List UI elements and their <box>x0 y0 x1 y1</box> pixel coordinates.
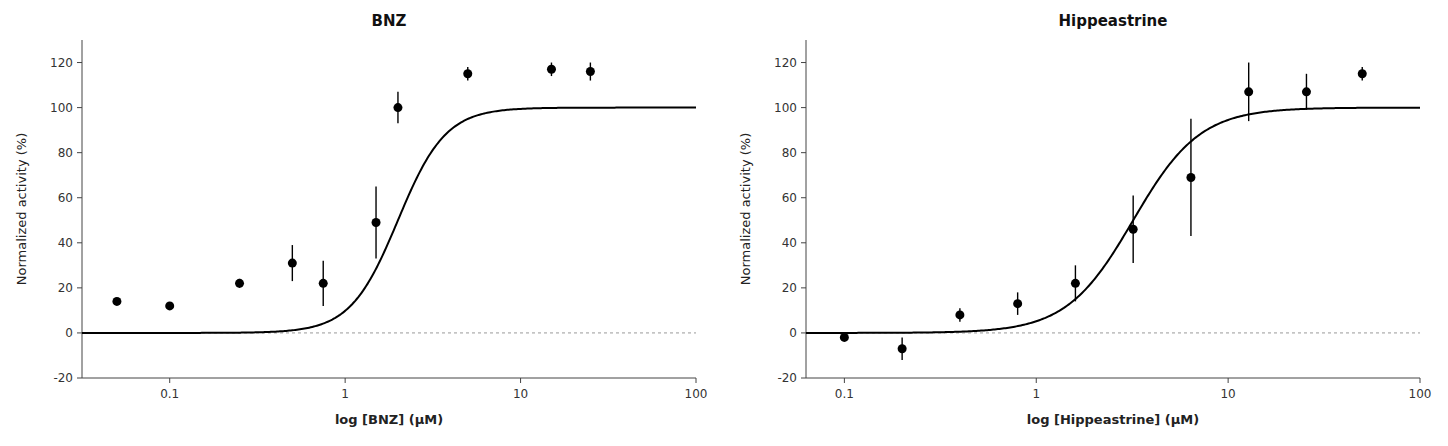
y-axis-line <box>806 40 807 378</box>
y-tick <box>801 242 806 243</box>
panel: -20 0 20 40 60 80 100 120 0.1 1 10 100 log [Hippeast… <box>738 12 1431 427</box>
x-tick-label: 100 <box>1409 387 1432 401</box>
y-tick <box>801 107 806 108</box>
y-tick-label: 80 <box>58 146 73 160</box>
y-tick <box>801 197 806 198</box>
data-point <box>165 301 174 310</box>
y-axis-line <box>82 40 83 378</box>
data-point <box>898 344 907 353</box>
data-point <box>235 279 244 288</box>
x-axis-label: log [Hippeastrine] (μM) <box>1027 412 1199 427</box>
x-tick <box>844 378 845 383</box>
plot-area <box>82 63 696 333</box>
chart-root: -200204060801001200.1110100log [BNZ] (μM… <box>0 0 1448 446</box>
y-tick <box>77 378 82 379</box>
y-tick-label: 0 <box>789 326 797 340</box>
x-tick <box>1228 378 1229 383</box>
x-tick-label: 100 <box>685 387 708 401</box>
x-tick-label: 0.1 <box>835 387 854 401</box>
data-point <box>319 279 328 288</box>
y-tick <box>77 197 82 198</box>
x-axis-label: log [BNZ] (μM) <box>335 412 443 427</box>
data-point <box>112 297 121 306</box>
y-tick-label: 0 <box>65 326 73 340</box>
y-axis-label: Normalized activity (%) <box>738 133 753 285</box>
data-point <box>288 259 297 268</box>
y-tick <box>77 62 82 63</box>
x-tick <box>1420 378 1421 383</box>
data-point <box>1129 225 1138 234</box>
data-point <box>1013 299 1022 308</box>
y-tick <box>77 287 82 288</box>
fit-curve <box>806 108 1420 333</box>
y-tick <box>801 62 806 63</box>
y-tick <box>77 152 82 153</box>
y-tick <box>801 378 806 379</box>
data-point <box>586 67 595 76</box>
x-tick <box>345 378 346 383</box>
x-axis-line <box>806 378 1420 379</box>
data-point <box>393 103 402 112</box>
panel: -20 0 20 40 60 80 100 120 0.1 1 10 100 log [BNZ] (μM… <box>14 12 707 427</box>
y-tick-label: 120 <box>774 56 797 70</box>
y-tick <box>801 287 806 288</box>
y-tick-label: 40 <box>782 236 797 250</box>
data-point <box>372 218 381 227</box>
data-point <box>840 333 849 342</box>
y-tick <box>77 332 82 333</box>
x-tick-label: 0.1 <box>160 387 179 401</box>
y-tick-label: 120 <box>50 56 73 70</box>
data-point <box>1302 87 1311 96</box>
x-axis-line <box>82 378 696 379</box>
title: Hippeastrine <box>1059 12 1168 30</box>
x-tick-label: 10 <box>1220 387 1235 401</box>
data-point <box>955 310 964 319</box>
data-point <box>1358 69 1367 78</box>
x-tick <box>169 378 170 383</box>
x-tick-label: 1 <box>341 387 349 401</box>
plot-area <box>806 63 1420 360</box>
y-tick <box>77 242 82 243</box>
fit-curve <box>82 108 696 333</box>
x-tick-label: 10 <box>513 387 528 401</box>
x-tick <box>1036 378 1037 383</box>
y-axis-label: Normalized activity (%) <box>14 133 29 285</box>
y-tick-label: 60 <box>58 191 73 205</box>
y-tick-label: 60 <box>782 191 797 205</box>
y-tick-label: 20 <box>58 281 73 295</box>
x-tick <box>696 378 697 383</box>
title: BNZ <box>372 12 407 30</box>
y-tick-label: 40 <box>58 236 73 250</box>
data-point <box>1186 173 1195 182</box>
data-point <box>1071 279 1080 288</box>
y-tick-label: 100 <box>50 101 73 115</box>
y-tick-label: -20 <box>777 371 797 385</box>
x-tick <box>520 378 521 383</box>
y-tick <box>801 332 806 333</box>
x-tick-label: 1 <box>1032 387 1040 401</box>
data-point <box>1244 87 1253 96</box>
data-point <box>547 65 556 74</box>
y-tick-label: 20 <box>782 281 797 295</box>
y-tick <box>77 107 82 108</box>
y-tick-label: 80 <box>782 146 797 160</box>
y-tick <box>801 152 806 153</box>
y-tick-label: -20 <box>53 371 73 385</box>
y-tick-label: 100 <box>774 101 797 115</box>
data-point <box>463 69 472 78</box>
